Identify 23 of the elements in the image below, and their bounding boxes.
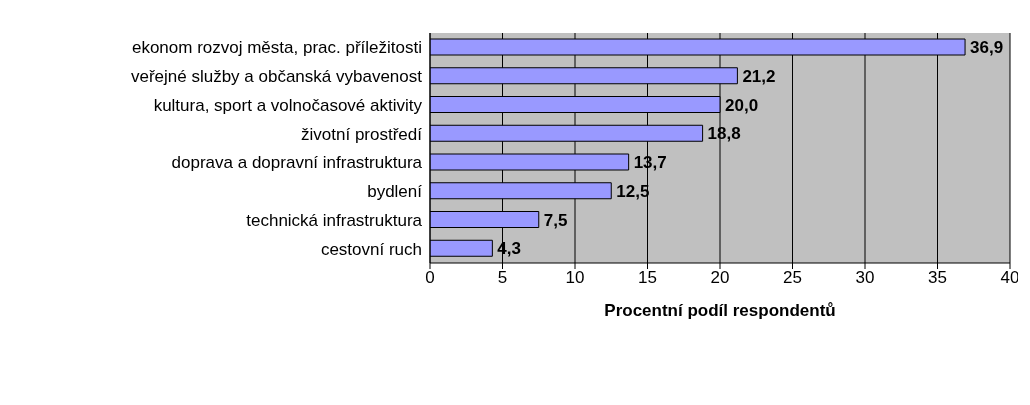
x-tick-label: 30 [855, 268, 875, 288]
x-tick-label: 10 [565, 268, 585, 288]
y-tick-label: cestovní ruch [320, 239, 422, 259]
data-label: 7,5 [543, 210, 568, 230]
x-tick-label: 0 [425, 268, 435, 288]
y-tick-label: životní prostředí [301, 124, 423, 144]
data-label: 18,8 [707, 124, 741, 144]
x-tick-label: 5 [497, 268, 508, 288]
y-tick-label: technická infrastruktura [246, 210, 423, 230]
y-tick-label: ekonom rozvoj města, prac. příležitosti [131, 38, 422, 58]
y-tick-label: bydlení [367, 182, 423, 202]
data-label: 36,9 [970, 38, 1004, 58]
y-tick-label: kultura, sport a volnočasové aktivity [153, 95, 423, 115]
x-tick-label: 40 [1000, 268, 1020, 288]
x-tick-label: 35 [928, 268, 947, 288]
data-label: 20,0 [725, 95, 759, 115]
x-axis-title: Procentní podíl respondentů [604, 301, 836, 320]
x-tick-label: 15 [638, 268, 657, 288]
y-tick-label: veřejné služby a občanská vybavenost [130, 67, 423, 87]
y-tick-label: doprava a dopravní infrastruktura [171, 153, 423, 173]
x-tick-label: 20 [710, 268, 730, 288]
data-label: 21,2 [742, 66, 776, 86]
x-tick-label: 25 [783, 268, 802, 288]
